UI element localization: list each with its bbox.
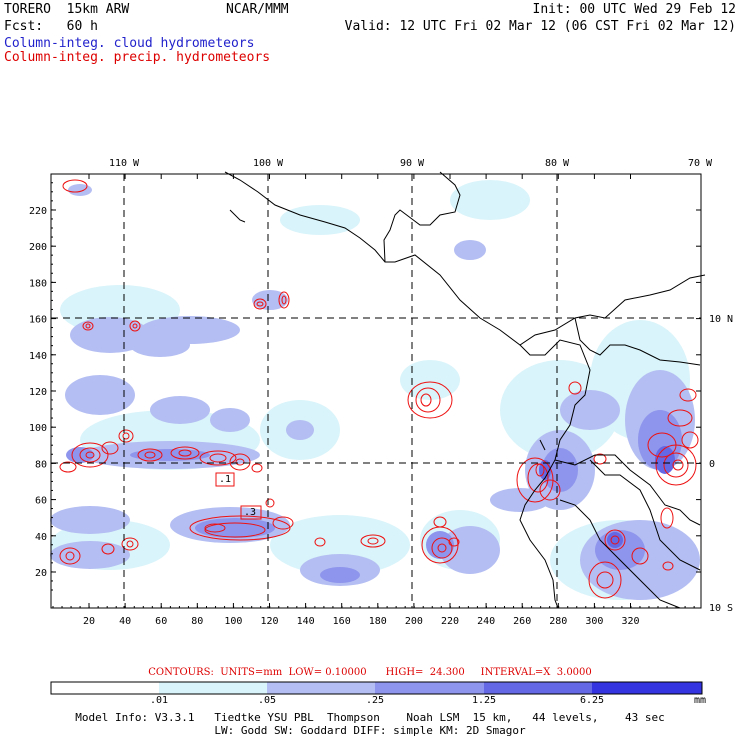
x-tick-label-320: 320 [621, 616, 639, 627]
lat-label-2: 10 S [709, 603, 733, 614]
box-label-1: .1 [219, 474, 232, 485]
colorbar-seg-2 [267, 682, 375, 694]
lon-label-1: 100 W [253, 158, 284, 169]
field-title-precip: Column-integ. precip. hydrometeors [4, 50, 271, 65]
lon-label-0: 110 W [109, 158, 140, 169]
x-tick-label-200: 200 [405, 616, 423, 627]
x-tick-label-240: 240 [477, 616, 495, 627]
colorbar-label-625: 6.25 [579, 695, 605, 706]
latlon-grid [51, 174, 701, 608]
valid-time: Valid: 12 UTC Fri 02 Mar 12 (06 CST Fri … [344, 19, 736, 34]
colorbar-seg-0 [51, 682, 159, 694]
lon-label-2: 90 W [400, 158, 425, 169]
x-tick-label-160: 160 [333, 616, 351, 627]
axis-tick-labels: 20 40 60 80 100 120 140 160 180 200 220 20 40 60 80 100… [29, 158, 733, 627]
y-tick-label-20: 20 [35, 568, 47, 579]
y-tick-label-200: 200 [29, 242, 47, 253]
colorbar-seg-4 [484, 682, 592, 694]
y-tick-label-60: 60 [35, 496, 47, 507]
forecast-hour: Fcst: 60 h [4, 19, 98, 34]
box-label-1-frame [215, 472, 235, 487]
colorbar-label-001: .01 [149, 695, 169, 706]
box-label-3-frame [240, 505, 262, 520]
lon-label-4: 70 W [688, 158, 713, 169]
y-tick-label-140: 140 [29, 351, 47, 362]
colorbar-unit: mm [693, 695, 707, 706]
colorbar [50, 681, 703, 695]
y-tick-label-100: 100 [29, 423, 47, 434]
y-tick-label-80: 80 [35, 459, 47, 470]
x-tick-label-100: 100 [224, 616, 242, 627]
x-tick-label-40: 40 [119, 616, 131, 627]
x-tick-label-220: 220 [441, 616, 459, 627]
precip-contours [59, 179, 699, 599]
lon-label-3: 80 W [545, 158, 570, 169]
x-tick-label-80: 80 [191, 616, 203, 627]
x-tick-label-180: 180 [369, 616, 387, 627]
x-tick-label-260: 260 [513, 616, 531, 627]
y-tick-label-40: 40 [35, 532, 47, 543]
x-tick-label-280: 280 [549, 616, 567, 627]
x-tick-label-60: 60 [155, 616, 167, 627]
x-tick-label-140: 140 [297, 616, 315, 627]
model-info-line1: Model Info: V3.3.1 Tiedtke YSU PBL Thomp… [75, 711, 665, 724]
y-tick-label-120: 120 [29, 387, 47, 398]
axis-ticks [51, 174, 701, 608]
colorbar-label-025: .25 [365, 695, 385, 706]
x-tick-label-120: 120 [260, 616, 278, 627]
org-name: NCAR/MMM [226, 2, 289, 17]
box-label-3: .3 [244, 507, 257, 518]
colorbar-seg-1 [159, 682, 267, 694]
colorbar-label-005: .05 [257, 695, 277, 706]
y-tick-label-180: 180 [29, 278, 47, 289]
x-tick-label-20: 20 [83, 616, 95, 627]
x-tick-label-300: 300 [585, 616, 603, 627]
colorbar-seg-5 [592, 682, 702, 694]
model-name: TORERO 15km ARW [4, 2, 130, 17]
lat-label-1: 0 [709, 459, 715, 470]
init-time: Init: 00 UTC Wed 29 Feb 12 [532, 2, 737, 17]
cloud-field-shading [50, 180, 700, 600]
y-tick-label-220: 220 [29, 206, 47, 217]
field-title-cloud: Column-integ. cloud hydrometeors [4, 36, 255, 51]
colorbar-seg-3 [375, 682, 484, 694]
lat-label-0: 10 N [709, 314, 733, 325]
colorbar-label-125: 1.25 [471, 695, 497, 706]
model-info-line2: LW: Godd SW: Goddard DIFF: simple KM: 2D… [214, 724, 526, 737]
contour-info: CONTOURS: UNITS=mm LOW= 0.10000 HIGH= 24… [148, 667, 592, 678]
y-tick-label-160: 160 [29, 315, 47, 326]
